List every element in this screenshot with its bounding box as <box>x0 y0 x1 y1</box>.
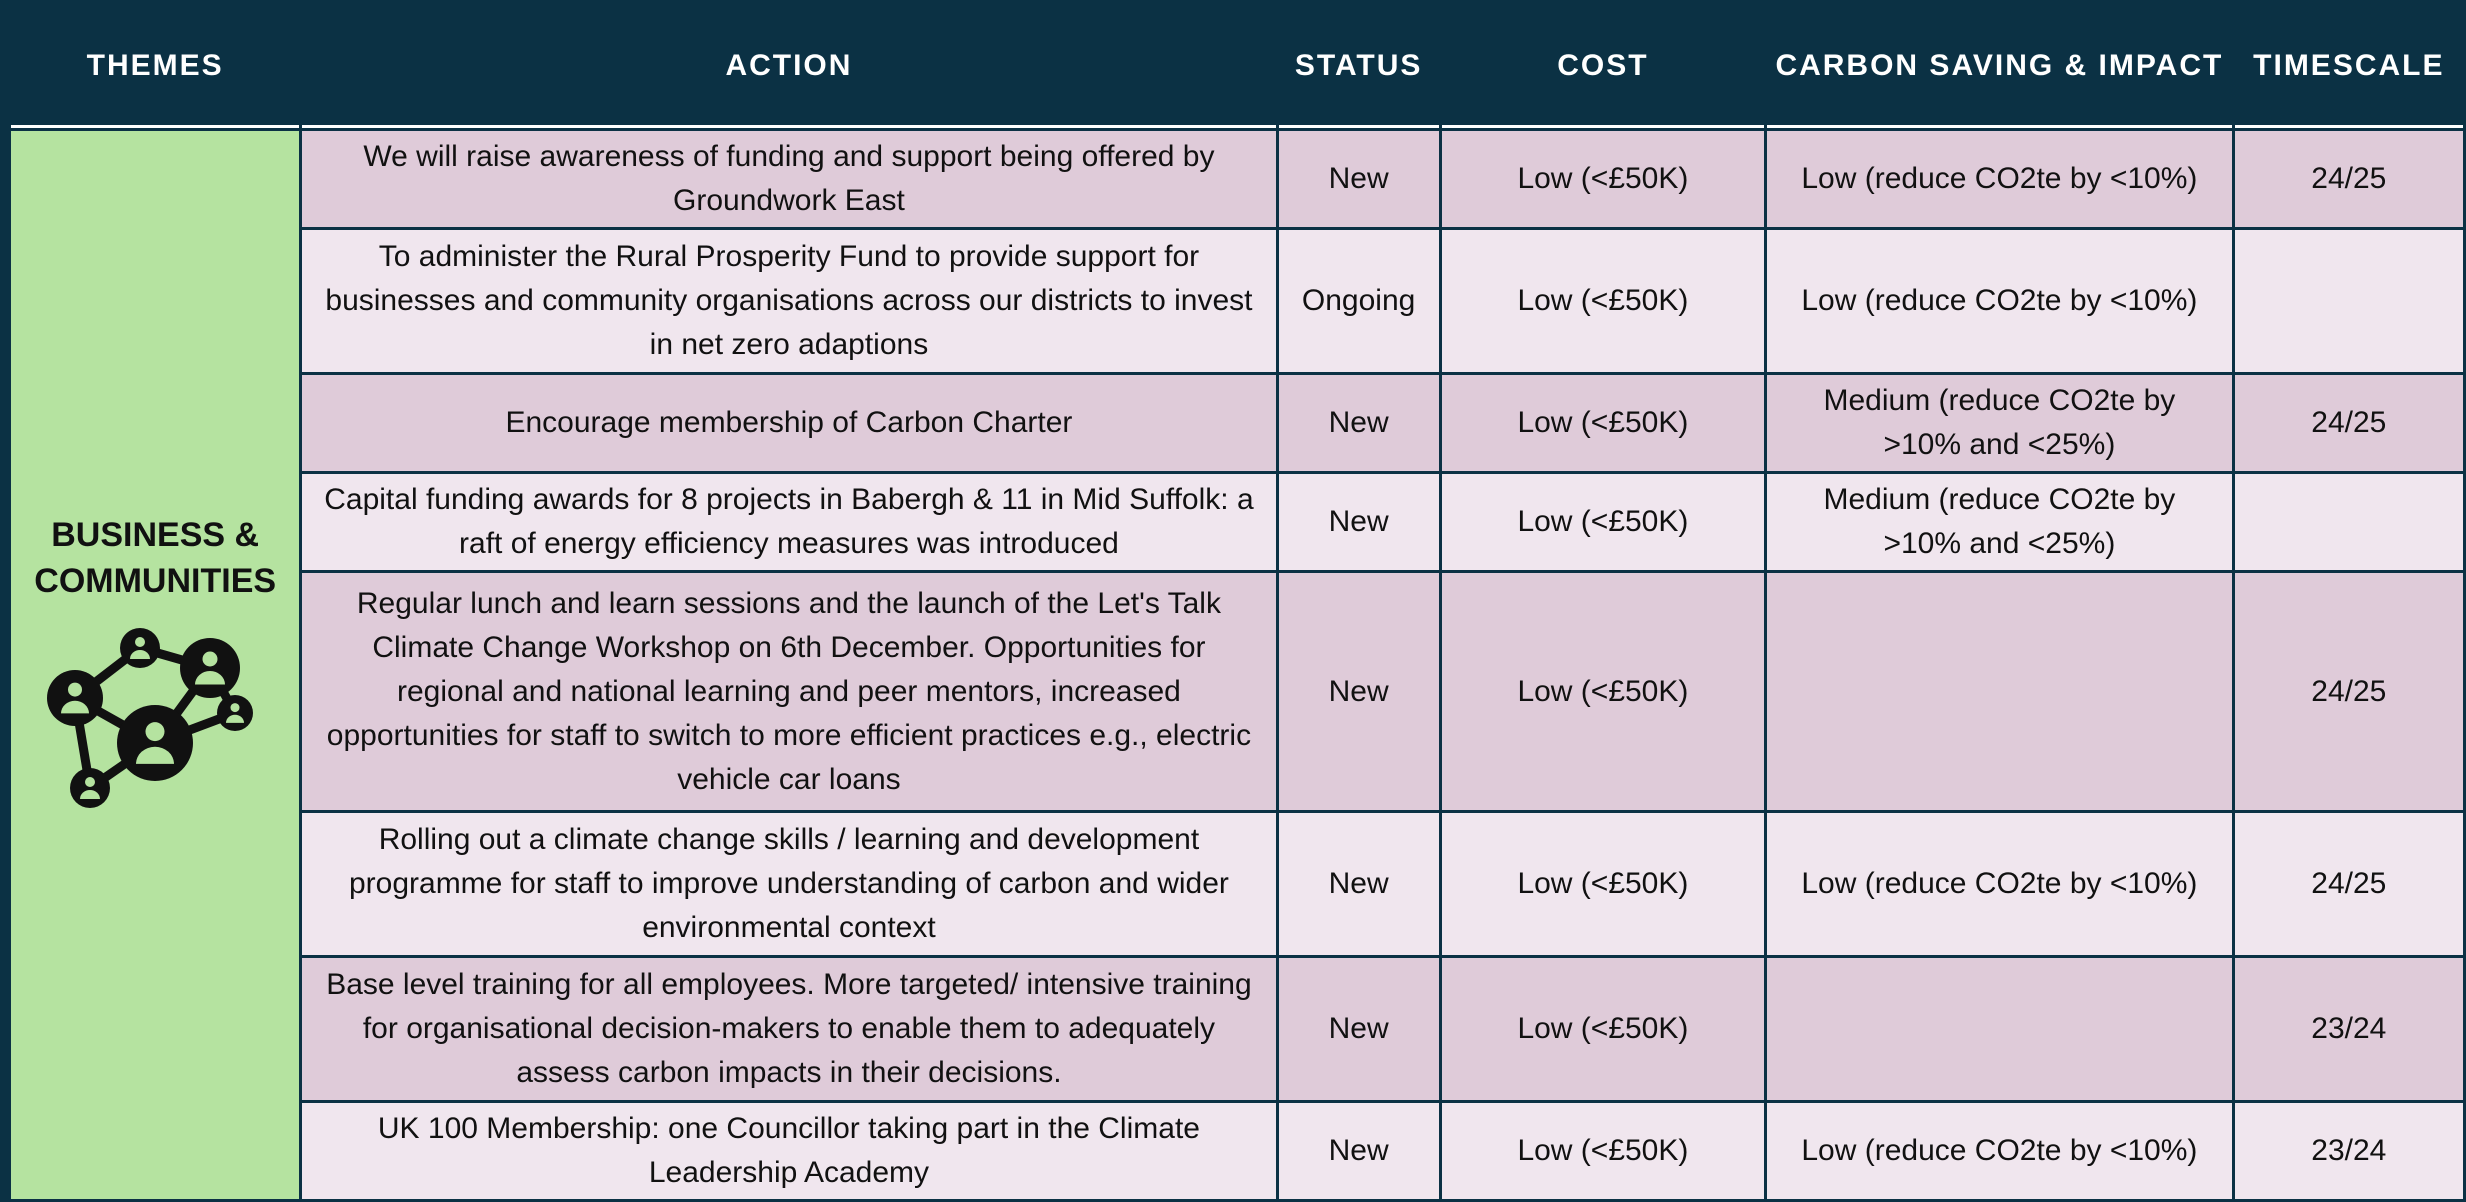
table-row: Rolling out a climate change skills / le… <box>11 813 2463 955</box>
status-cell: New <box>1278 813 1439 955</box>
column-header: ACTION <box>302 6 1276 128</box>
status-cell: New <box>1278 375 1439 471</box>
cost-cell: Low (<£50K) <box>1441 813 1765 955</box>
carbon-impact-cell <box>1767 573 2232 810</box>
column-header: COST <box>1441 6 1765 128</box>
timescale-cell <box>2234 474 2463 570</box>
status-cell: New <box>1278 1103 1439 1199</box>
table-row: Capital funding awards for 8 projects in… <box>11 474 2463 570</box>
table-row: To administer the Rural Prosperity Fund … <box>11 230 2463 372</box>
timescale-cell: 23/24 <box>2234 958 2463 1100</box>
carbon-impact-cell: Medium (reduce CO2te by >10% and <25%) <box>1767 474 2232 570</box>
header-row: THEMES ACTION STATUS COST CARBON SAVING & IM… <box>11 6 2463 128</box>
status-cell: New <box>1278 573 1439 810</box>
cost-cell: Low (<£50K) <box>1441 1103 1765 1199</box>
action-cell: We will raise awareness of funding and s… <box>302 131 1276 227</box>
timescale-cell: 24/25 <box>2234 813 2463 955</box>
timescale-cell: 24/25 <box>2234 131 2463 227</box>
carbon-impact-cell: Low (reduce CO2te by <10%) <box>1767 230 2232 372</box>
column-header: THEMES <box>11 6 300 128</box>
cost-cell: Low (<£50K) <box>1441 958 1765 1100</box>
timescale-cell: 24/25 <box>2234 375 2463 471</box>
table-body: BUSINESS & COMMUNITIES We will raise awar… <box>11 131 2463 1199</box>
table-row: BUSINESS & COMMUNITIES We will raise awar… <box>11 131 2463 1199</box>
action-cell: Encourage membership of Carbon Charter <box>302 375 1276 471</box>
status-cell: New <box>1278 958 1439 1100</box>
action-cell: To administer the Rural Prosperity Fund … <box>302 230 1276 372</box>
action-table: THEMES ACTION STATUS COST CARBON SAVING & IM… <box>8 3 2466 1202</box>
column-header: TIMESCALE <box>2234 6 2463 128</box>
carbon-impact-cell: Low (reduce CO2te by <10%) <box>1767 1103 2232 1199</box>
carbon-impact-cell: Low (reduce CO2te by <10%) <box>1767 131 2232 227</box>
carbon-impact-cell: Medium (reduce CO2te by >10% and <25%) <box>1767 375 2232 471</box>
table-row: Regular lunch and learn sessions and the… <box>11 573 2463 810</box>
action-cell: Regular lunch and learn sessions and the… <box>302 573 1276 810</box>
column-header: CARBON SAVING & IMPACT <box>1767 6 2232 128</box>
theme-cell: BUSINESS & COMMUNITIES <box>11 131 300 1199</box>
column-header: STATUS <box>1278 6 1439 128</box>
network-icon <box>47 628 254 808</box>
timescale-cell: 23/24 <box>2234 1103 2463 1199</box>
action-cell: UK 100 Membership: one Councillor taking… <box>302 1103 1276 1199</box>
action-cell: Base level training for all employees. M… <box>302 958 1276 1100</box>
status-cell: New <box>1278 474 1439 570</box>
page: THEMES ACTION STATUS COST CARBON SAVING & IM… <box>11 48 2463 1199</box>
action-cell: Capital funding awards for 8 projects in… <box>302 474 1276 570</box>
cost-cell: Low (<£50K) <box>1441 573 1765 810</box>
carbon-impact-cell <box>1767 958 2232 1100</box>
cost-cell: Low (<£50K) <box>1441 131 1765 227</box>
status-cell: Ongoing <box>1278 230 1439 372</box>
status-cell: New <box>1278 131 1439 227</box>
cost-cell: Low (<£50K) <box>1441 230 1765 372</box>
table-row: Base level training for all employees. M… <box>11 958 2463 1100</box>
table-row: Encourage membership of Carbon Charter Ne… <box>11 375 2463 471</box>
cost-cell: Low (<£50K) <box>1441 474 1765 570</box>
table-row: UK 100 Membership: one Councillor taking… <box>11 1103 2463 1199</box>
timescale-cell: 24/25 <box>2234 573 2463 810</box>
action-cell: Rolling out a climate change skills / le… <box>302 813 1276 955</box>
timescale-cell <box>2234 230 2463 372</box>
cost-cell: Low (<£50K) <box>1441 375 1765 471</box>
theme-label: BUSINESS & COMMUNITIES <box>34 516 277 600</box>
carbon-impact-cell: Low (reduce CO2te by <10%) <box>1767 813 2232 955</box>
